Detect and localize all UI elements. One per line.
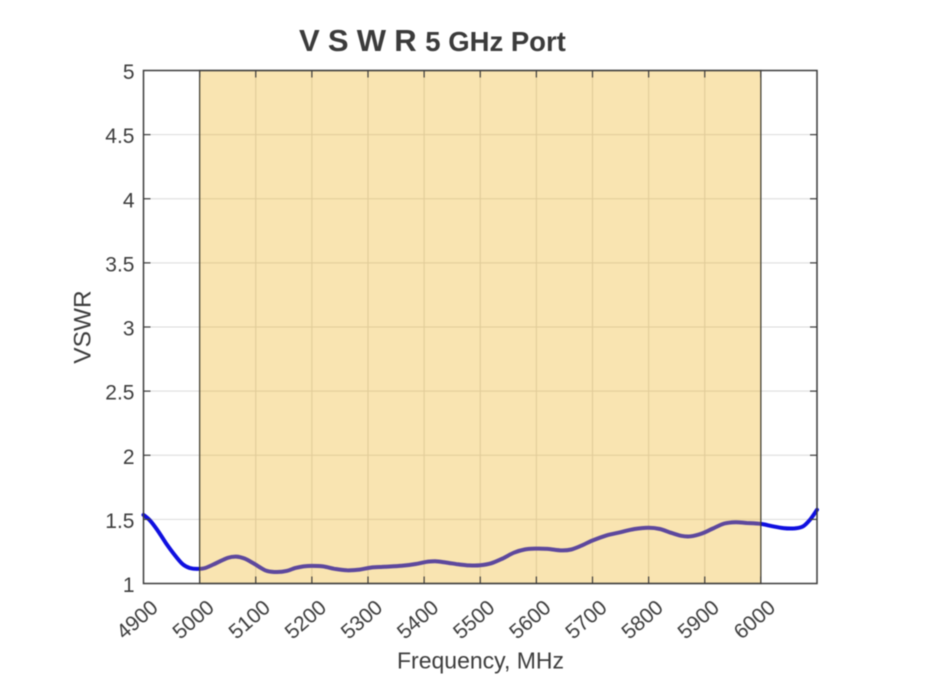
svg-text:2.5: 2.5 [105, 382, 134, 405]
svg-text:Frequency, MHz: Frequency, MHz [397, 648, 564, 674]
svg-text:3.5: 3.5 [105, 253, 134, 276]
svg-text:VSWR: VSWR [69, 290, 96, 364]
svg-text:V S W R 5 GHz Port: V S W R 5 GHz Port [299, 23, 566, 58]
svg-text:2: 2 [123, 446, 135, 469]
svg-text:4.5: 4.5 [105, 125, 134, 148]
svg-text:1: 1 [123, 574, 135, 597]
svg-text:4: 4 [123, 189, 135, 212]
svg-text:3: 3 [123, 318, 135, 341]
svg-text:1.5: 1.5 [105, 510, 134, 533]
svg-text:5: 5 [123, 61, 135, 84]
